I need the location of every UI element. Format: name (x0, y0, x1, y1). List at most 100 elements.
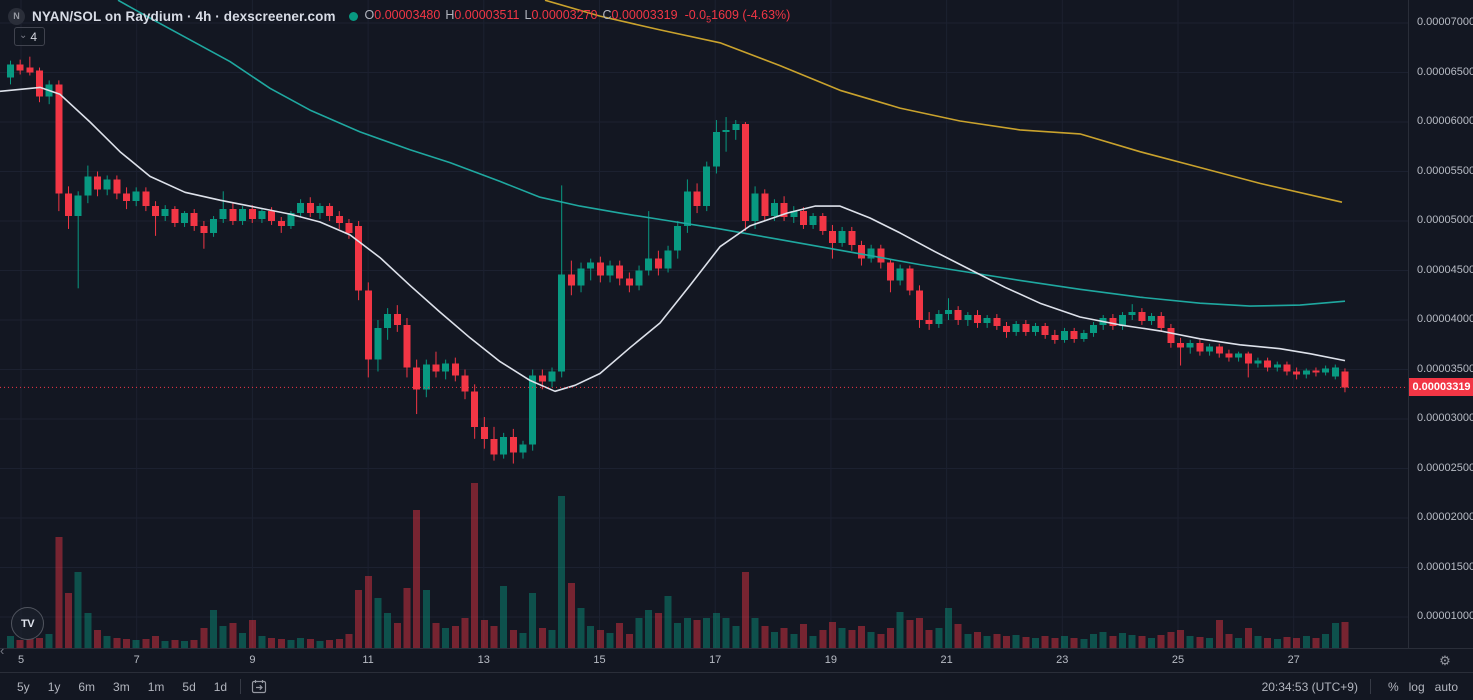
candle-body (790, 211, 798, 218)
candle-body (1003, 325, 1010, 332)
candle-body (722, 129, 730, 132)
candle-body (480, 426, 488, 439)
interval-dropdown[interactable]: ⌄ 4 (14, 27, 46, 46)
chevron-down-icon: ⌄ (19, 29, 28, 41)
volume-bar (799, 624, 807, 648)
candle-body (1312, 370, 1320, 373)
candle-body (287, 213, 295, 226)
candle-body (799, 211, 807, 225)
candle-body (558, 274, 566, 372)
candle-body (654, 258, 662, 269)
volume-bar (442, 628, 450, 648)
range-button-1m[interactable]: 1m (147, 679, 165, 694)
time-axis-label: 13 (477, 654, 490, 666)
candle-body (529, 375, 537, 445)
candle-body (442, 363, 450, 372)
volume-bar (829, 622, 836, 648)
volume-bar (161, 641, 169, 648)
volume-bar (964, 634, 972, 648)
volume-bar (741, 572, 749, 648)
scale-button-auto[interactable]: auto (1434, 679, 1458, 694)
candle-body (683, 191, 691, 226)
candle-body (461, 375, 469, 392)
volume-bar (887, 628, 894, 648)
candle-body (761, 193, 769, 217)
candle-body (1331, 367, 1339, 377)
price-axis-label: 0.00004000 (1417, 313, 1473, 325)
volume-bar (509, 630, 517, 648)
scale-button-percent[interactable]: % (1387, 679, 1399, 694)
candle-body (703, 166, 711, 207)
candle-body (1186, 342, 1194, 348)
candle-body (877, 248, 885, 263)
scale-button-log[interactable]: log (1408, 679, 1425, 694)
volume-bar (916, 618, 923, 648)
candle-body (432, 364, 440, 372)
range-button-1y[interactable]: 1y (47, 679, 61, 694)
time-axis[interactable]: ⚙ 5 7 9 11 13 15 17 19 21 23 25 27 (0, 648, 1473, 672)
time-axis-label: 21 (940, 654, 953, 666)
volume-bar (945, 608, 952, 648)
volume-bar (36, 638, 43, 648)
candle-body (867, 248, 875, 259)
volume-bar (461, 618, 469, 648)
tradingview-logo[interactable]: TV (11, 607, 44, 640)
volume-bar (171, 640, 179, 648)
candle-body (277, 221, 285, 226)
ma-slow-yellow (544, 0, 1343, 203)
price-axis-label: 0.00004500 (1417, 263, 1473, 276)
time-axis-label: 15 (593, 654, 606, 666)
ma-fast-white (0, 86, 1346, 393)
volume-bar (1341, 622, 1349, 648)
range-button-5d[interactable]: 5d (182, 679, 196, 694)
volume-bar (529, 593, 537, 648)
clock[interactable]: 20:34:53 (UTC+9) (1261, 679, 1358, 694)
volume-bar (306, 639, 314, 648)
volume-bar (1302, 636, 1310, 648)
price-axis-label: 0.00003500 (1417, 362, 1473, 375)
gear-icon[interactable]: ⚙ (1439, 653, 1451, 668)
toolbar-divider (240, 679, 242, 694)
range-button-1d[interactable]: 1d (213, 679, 228, 694)
price-axis-label: 0.00001500 (1417, 560, 1473, 573)
price-axis[interactable]: 0.00003319 0.00007000 0.00006500 0.0000600… (1408, 0, 1473, 648)
last-price-badge: 0.00003319 (1409, 378, 1473, 397)
candle-body (606, 265, 614, 276)
range-button-5y[interactable]: 5y (17, 679, 30, 694)
volume-bar (925, 630, 933, 648)
candle-body (74, 195, 82, 217)
candle-body (674, 225, 682, 251)
range-button-6m[interactable]: 6m (78, 679, 96, 694)
candle-body (925, 320, 933, 324)
volume-bar (422, 590, 430, 648)
time-axis-label: 9 (249, 654, 256, 666)
volume-bar (1264, 638, 1272, 648)
candle-body (848, 230, 856, 245)
candle-body (239, 209, 247, 221)
chart-pane[interactable] (0, 0, 1408, 649)
volume-bar (490, 626, 498, 648)
candle-body (1283, 364, 1291, 372)
price-axis-label: 0.00006000 (1417, 115, 1473, 127)
candle-body (625, 278, 633, 286)
volume-bar (1070, 638, 1078, 648)
volume-bar (297, 638, 305, 648)
range-button-3m[interactable]: 3m (113, 679, 130, 694)
volume-bar (596, 630, 604, 648)
candle-body (471, 391, 479, 427)
candle-body (326, 206, 334, 217)
volume-bar (954, 624, 962, 648)
candle-body (509, 436, 517, 453)
volume-bar (1128, 635, 1136, 648)
candle-body (596, 262, 604, 276)
scroll-left-icon[interactable]: ‹ (0, 643, 5, 658)
volume-bar (809, 636, 817, 648)
candle-body (364, 290, 372, 360)
candle-body (306, 203, 314, 214)
candle-body (1138, 312, 1146, 321)
candle-body (906, 268, 914, 291)
volume-bar (993, 634, 1001, 648)
go-to-date-button[interactable] (247, 679, 272, 695)
volume-bar (1041, 636, 1049, 648)
volume-bar (1138, 636, 1146, 648)
